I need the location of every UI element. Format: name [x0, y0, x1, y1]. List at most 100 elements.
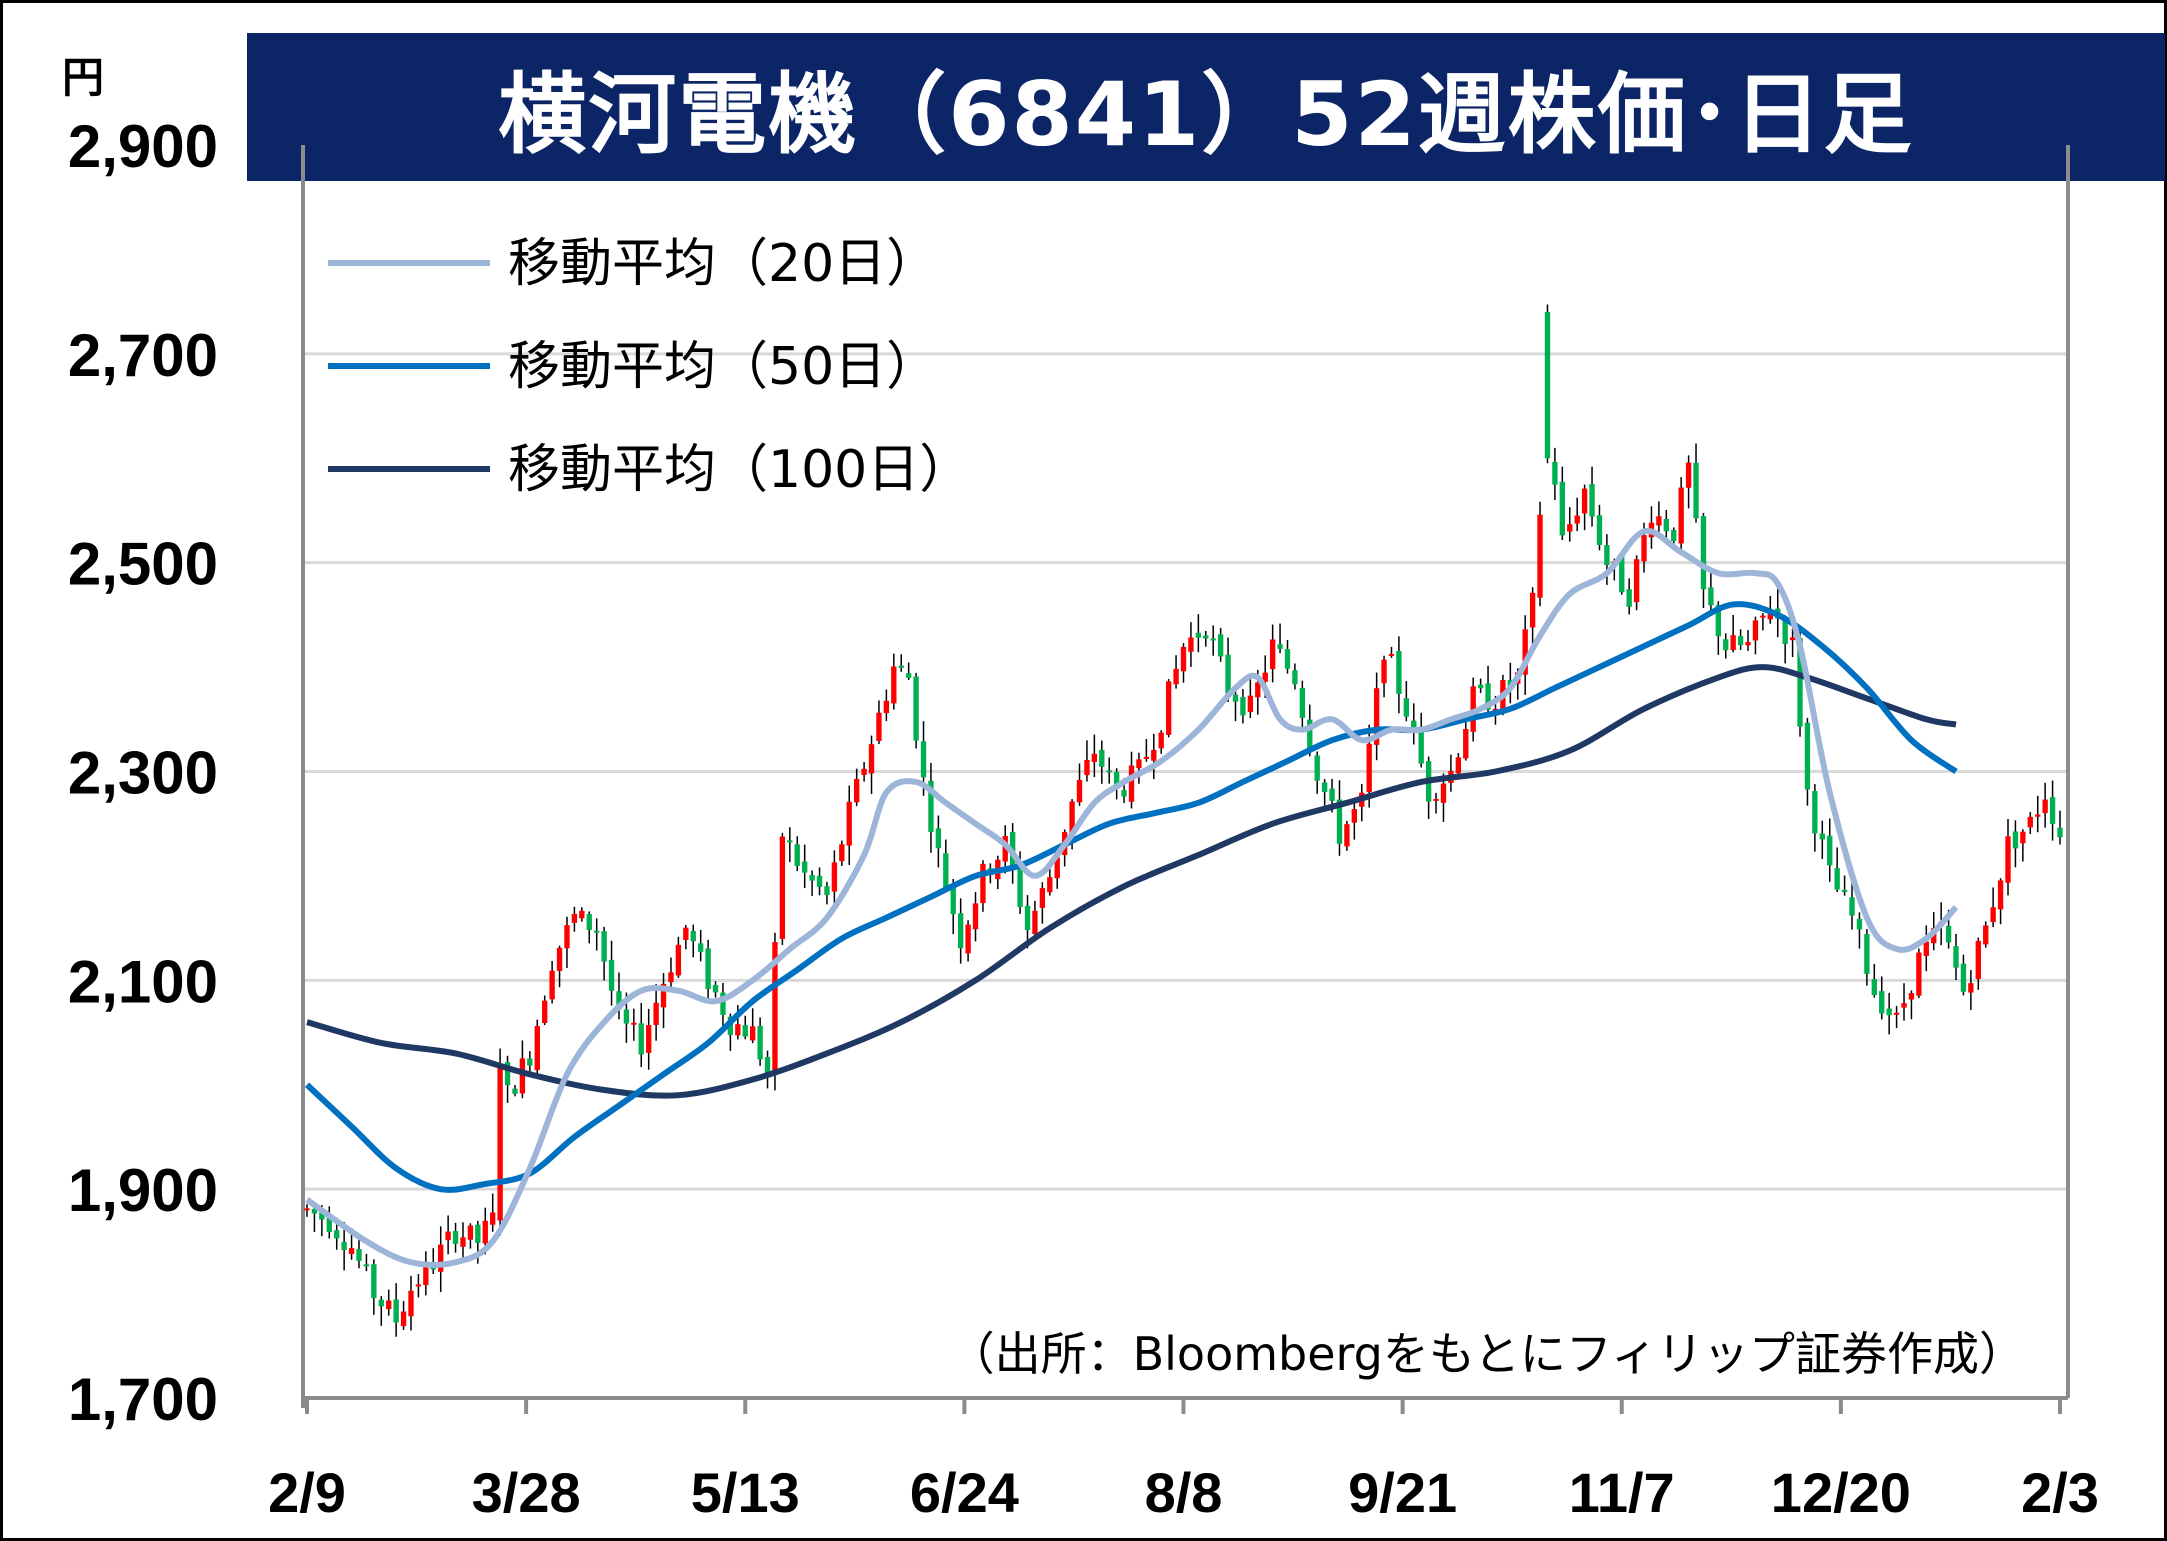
moving-averages — [304, 527, 1959, 1268]
candle-up — [1388, 653, 1395, 656]
candle-up — [482, 1220, 488, 1244]
candle-down — [1663, 519, 1669, 532]
candle-down — [1693, 462, 1699, 519]
candle-down — [1953, 946, 1959, 968]
candle-down — [1879, 991, 1885, 1014]
candle-down — [1195, 632, 1202, 638]
candle-down — [623, 1009, 630, 1024]
candle-down — [1418, 727, 1424, 764]
candle-up — [534, 1026, 540, 1071]
candle-down — [920, 741, 927, 778]
candle-down — [311, 1208, 318, 1214]
candle-down — [1477, 684, 1484, 689]
candle-up — [408, 1290, 414, 1317]
candle-up — [1678, 487, 1684, 544]
candle-down — [1856, 918, 1863, 930]
legend-label: 移動平均（20日） — [508, 234, 938, 294]
candle-down — [1099, 749, 1105, 767]
grid-lines — [303, 352, 2068, 1191]
legend-label: 移動平均（50日） — [508, 337, 938, 397]
candle-down — [720, 992, 726, 1015]
candle-down — [1834, 868, 1840, 890]
x-tick-label: 6/24 — [910, 1461, 1019, 1524]
candle-down — [1819, 833, 1825, 840]
candle-up — [839, 844, 845, 862]
candle-up — [1433, 798, 1439, 801]
candle-down — [1017, 868, 1023, 908]
y-tick-label: 2,300 — [68, 740, 218, 807]
candle-down — [1804, 722, 1811, 790]
x-tick-label: 2/9 — [268, 1461, 346, 1524]
candle-up — [772, 942, 778, 1071]
candle-down — [1240, 697, 1246, 716]
candle-up — [1633, 559, 1640, 603]
candle-down — [757, 1025, 763, 1060]
candle-down — [1671, 530, 1677, 542]
candle-up — [1143, 756, 1150, 759]
candle-up — [846, 801, 852, 846]
candle-up — [1492, 708, 1499, 711]
candle-up — [1983, 925, 1989, 945]
candle-up — [1269, 639, 1276, 670]
candle-up — [1351, 809, 1358, 823]
candle-down — [371, 1264, 377, 1299]
candle-up — [1760, 615, 1766, 618]
candle-down — [1403, 698, 1410, 717]
candle-down — [928, 780, 934, 832]
candle-up — [445, 1231, 451, 1241]
candle-up — [1916, 952, 1922, 996]
candle-down — [504, 1062, 511, 1086]
chart-title: 横河電機（6841）52週株価･日足 — [498, 62, 1914, 166]
candle-down — [326, 1217, 332, 1232]
candle-up — [1529, 592, 1536, 628]
candle-down — [378, 1299, 384, 1307]
candle-down — [363, 1264, 370, 1267]
candle-up — [660, 983, 667, 1008]
candle-up — [1128, 765, 1135, 802]
candle-down — [1715, 605, 1721, 637]
candle-down — [512, 1088, 518, 1094]
candle-up — [980, 863, 986, 904]
candle-down — [1782, 619, 1788, 645]
title-bar: 横河電機（6841）52週株価･日足 — [247, 33, 2165, 181]
candle-down — [1121, 790, 1127, 797]
y-tick-label: 2,100 — [68, 948, 218, 1015]
candle-down — [1708, 587, 1714, 606]
candle-down — [1871, 979, 1877, 996]
ma100-line — [306, 664, 1957, 1099]
candle-up — [668, 972, 674, 983]
candle-down — [698, 943, 704, 952]
candle-up — [2005, 836, 2011, 883]
y-tick-label: 1,900 — [68, 1157, 218, 1224]
candle-up — [1990, 907, 1996, 923]
candle-up — [2042, 799, 2048, 814]
candle-down — [527, 1058, 533, 1066]
candle-down — [616, 991, 622, 1010]
candle-down — [1552, 462, 1558, 485]
candle-up — [1893, 1012, 1900, 1015]
candle-down — [787, 840, 793, 843]
candle-down — [712, 984, 719, 993]
candle-up — [1767, 610, 1773, 620]
candle-up — [853, 779, 860, 803]
ma20-line — [305, 527, 1959, 1268]
candle-down — [1812, 791, 1818, 834]
candle-down — [638, 1023, 644, 1055]
candle-up — [1084, 759, 1090, 776]
candle-down — [586, 914, 592, 930]
ma50-line — [304, 601, 1958, 1193]
candle-up — [564, 925, 570, 949]
legend: 移動平均（20日） 移動平均（50日） 移動平均（100日） — [328, 234, 971, 500]
candle-up — [2027, 816, 2033, 828]
candle-down — [1307, 719, 1313, 751]
candle-up — [467, 1225, 474, 1240]
candle-up — [1730, 635, 1736, 651]
candle-up — [1151, 749, 1157, 761]
candle-up — [1685, 462, 1692, 488]
y-tick-label: 2,700 — [68, 322, 218, 389]
candle-down — [1210, 638, 1216, 641]
y-tick-label: 2,900 — [68, 113, 218, 180]
candle-up — [1158, 732, 1164, 749]
candle-down — [1217, 634, 1224, 657]
